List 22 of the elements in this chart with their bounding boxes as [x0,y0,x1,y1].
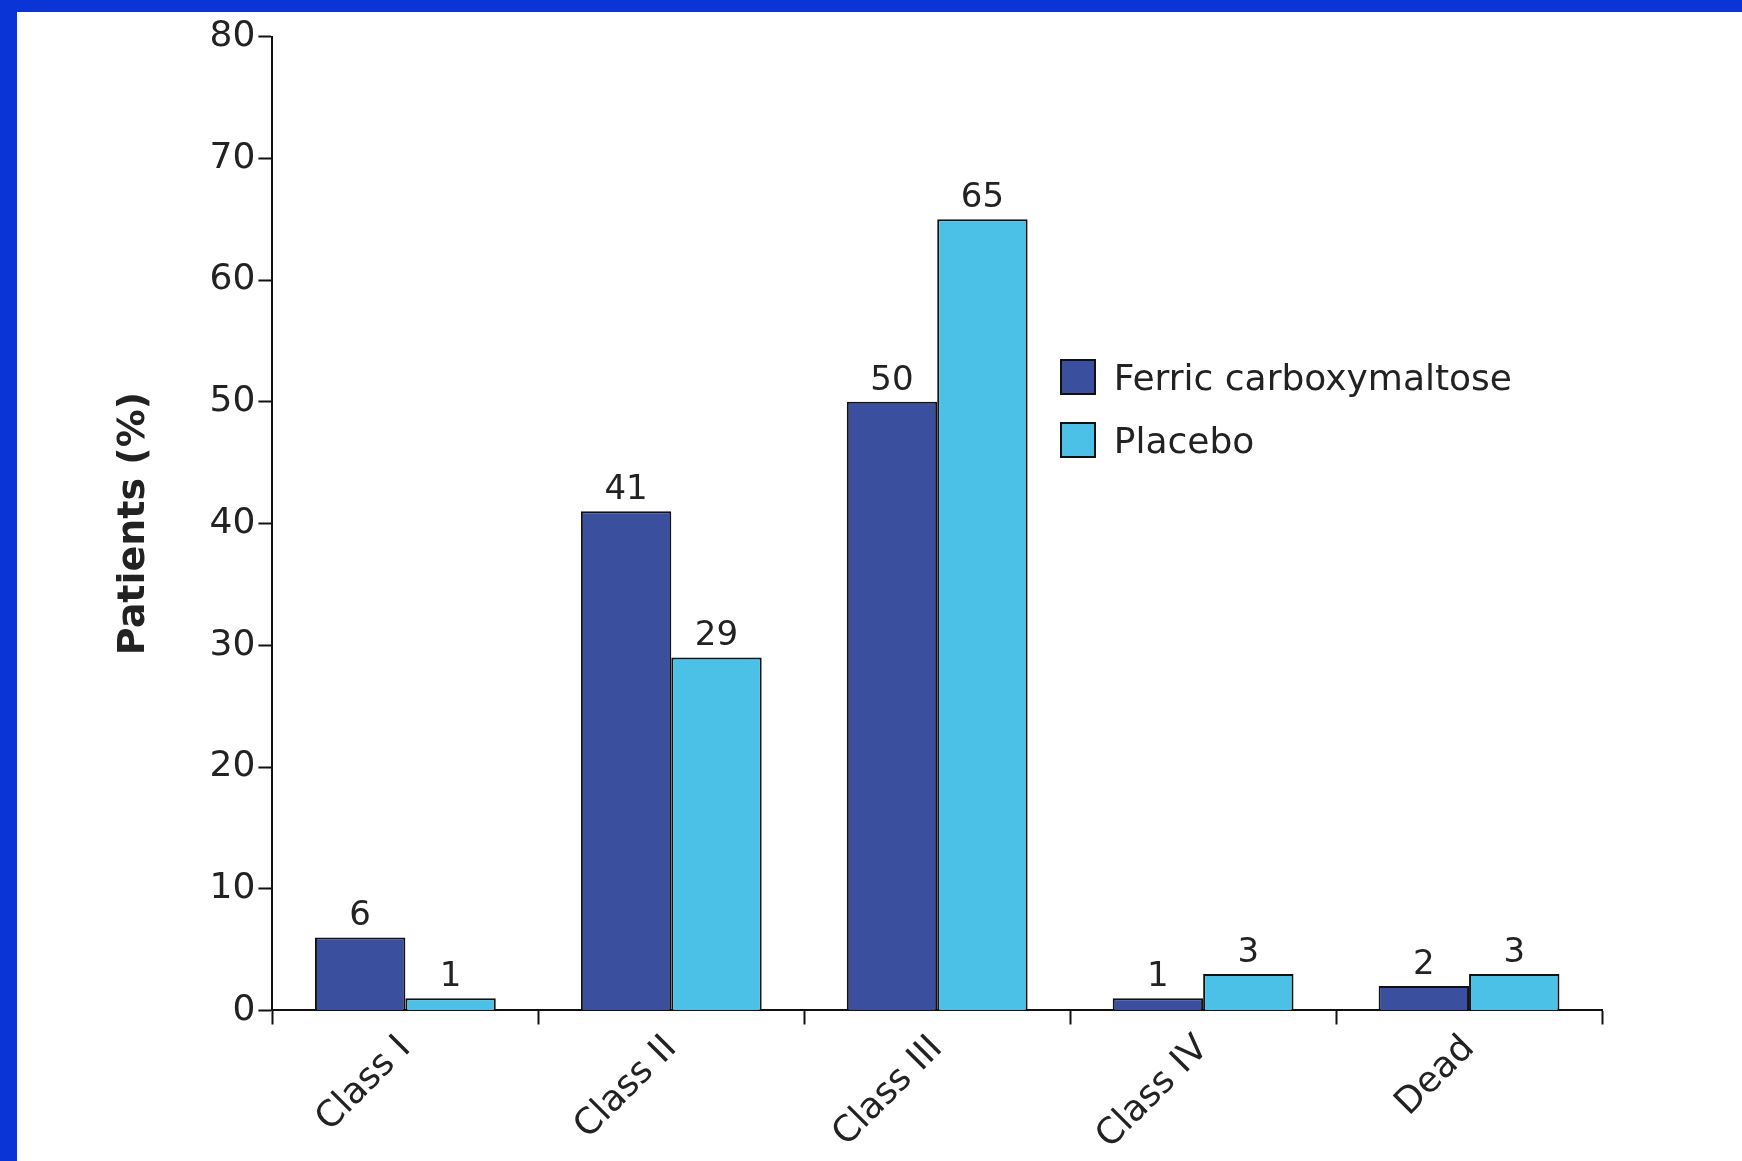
data-label: 50 [870,357,914,398]
data-label: 6 [349,893,371,934]
y-tick-label: 40 [209,499,256,541]
y-tick-label: 60 [209,256,256,298]
y-tick-label: 20 [209,743,256,785]
data-label: 2 [1413,941,1435,982]
data-label: 1 [439,954,462,995]
data-label: 29 [694,613,739,654]
y-tick-label: 30 [209,621,256,663]
data-label: 65 [960,175,1005,216]
y-tick-label: 70 [209,134,256,176]
data-label: 3 [1237,929,1260,970]
legend-label: Ferric carboxymaltose [1113,356,1512,398]
legend-label: Placebo [1113,419,1255,461]
data-label: 41 [604,467,648,508]
y-tick-label: 80 [209,12,256,54]
y-tick-label: 50 [209,378,256,420]
data-label: 1 [1147,954,1169,995]
data-label: 3 [1503,929,1526,970]
y-axis-title: Patients (%) [108,391,153,656]
y-tick-label: 10 [209,865,256,907]
y-tick-label: 0 [232,986,256,1028]
